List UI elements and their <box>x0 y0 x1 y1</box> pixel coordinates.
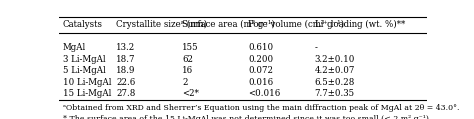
Text: 0.200: 0.200 <box>248 55 273 64</box>
Text: Surface area (m² g⁻¹): Surface area (m² g⁻¹) <box>182 20 275 29</box>
Text: 0.016: 0.016 <box>248 78 273 87</box>
Text: Crystallite sizeᵃ (nm): Crystallite sizeᵃ (nm) <box>116 20 207 29</box>
Text: 18.9: 18.9 <box>116 66 136 75</box>
Text: 10 Li-MgAl: 10 Li-MgAl <box>63 78 111 87</box>
Text: 27.8: 27.8 <box>116 89 136 98</box>
Text: 2: 2 <box>182 78 188 87</box>
Text: ᵃObtained from XRD and Sherrer’s Equation using the main diffraction peak of MgA: ᵃObtained from XRD and Sherrer’s Equatio… <box>63 104 459 112</box>
Text: <2*: <2* <box>182 89 199 98</box>
Text: 13.2: 13.2 <box>116 43 136 52</box>
Text: 0.072: 0.072 <box>248 66 273 75</box>
Text: 7.7±0.35: 7.7±0.35 <box>315 89 355 98</box>
Text: 3 Li-MgAl: 3 Li-MgAl <box>63 55 106 64</box>
Text: 18.7: 18.7 <box>116 55 136 64</box>
Text: 3.2±0.10: 3.2±0.10 <box>315 55 355 64</box>
Text: MgAl: MgAl <box>63 43 86 52</box>
Text: Li⁺ loading (wt. %)**: Li⁺ loading (wt. %)** <box>315 20 405 29</box>
Text: 155: 155 <box>182 43 199 52</box>
Text: * The surface area of the 15 Li-MgAl was not determined since it was too small (: * The surface area of the 15 Li-MgAl was… <box>63 115 431 119</box>
Text: Catalysts: Catalysts <box>63 20 103 29</box>
Text: 6.5±0.28: 6.5±0.28 <box>315 78 355 87</box>
Text: 5 Li-MgAl: 5 Li-MgAl <box>63 66 106 75</box>
Text: 15 Li-MgAl: 15 Li-MgAl <box>63 89 111 98</box>
Text: 22.6: 22.6 <box>116 78 136 87</box>
Text: Pore volume (cm³ g⁻¹): Pore volume (cm³ g⁻¹) <box>248 20 345 29</box>
Text: 4.2±0.07: 4.2±0.07 <box>315 66 355 75</box>
Text: <0.016: <0.016 <box>248 89 281 98</box>
Text: 0.610: 0.610 <box>248 43 273 52</box>
Text: -: - <box>315 43 318 52</box>
Text: 16: 16 <box>182 66 193 75</box>
Text: 62: 62 <box>182 55 193 64</box>
